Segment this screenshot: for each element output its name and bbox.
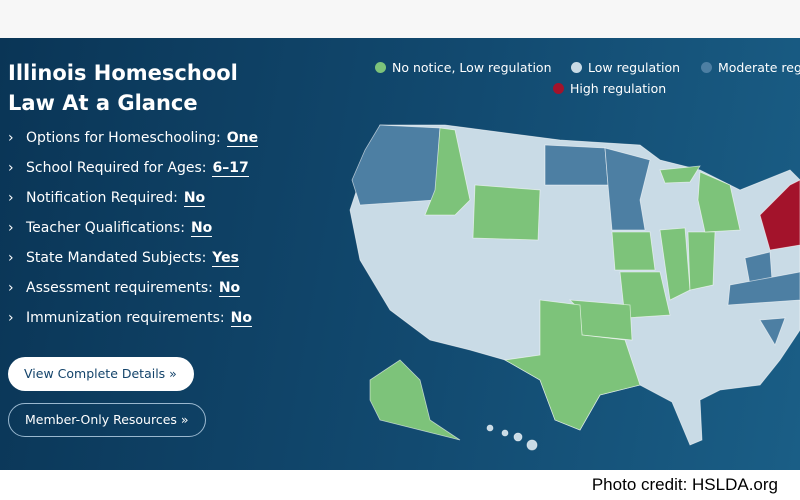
state-high [759, 179, 800, 251]
chevron-icon: › [8, 130, 14, 146]
title-line: Illinois Homeschool [8, 61, 238, 85]
item-label: State Mandated Subjects: [26, 250, 207, 266]
info-item: › State Mandated Subjects: Yes [8, 250, 239, 267]
member-button[interactable]: Member-Only Resources » [8, 403, 206, 437]
state-moderate [727, 271, 800, 306]
item-label: Options for Homeschooling: [26, 130, 221, 146]
item-label: Notification Required: [26, 190, 178, 206]
state-green [697, 171, 741, 233]
info-item: › Notification Required: No [8, 190, 206, 207]
info-item: › Options for Homeschooling: One [8, 130, 259, 147]
item-label: School Required for Ages: [26, 160, 207, 176]
item-value: 6–17 [212, 160, 249, 177]
legend-swatch [553, 83, 564, 94]
item-value: Yes [212, 250, 239, 267]
title-line: Law At a Glance [8, 91, 198, 115]
item-value: No [183, 190, 206, 207]
alaska [369, 359, 461, 441]
top-bar [0, 0, 800, 38]
hawaii [486, 424, 494, 432]
chevron-icon: › [8, 310, 14, 326]
item-value: No [230, 310, 252, 327]
item-value: No [218, 280, 241, 297]
state-moderate [351, 124, 441, 206]
info-item: › Teacher Qualifications: No [8, 220, 213, 237]
info-item: › Immunization requirements: No [8, 310, 252, 327]
state-green [611, 231, 656, 271]
hawaii [501, 429, 509, 437]
item-label: Immunization requirements: [26, 310, 225, 326]
legend-label: High regulation [570, 81, 667, 96]
chevron-icon: › [8, 250, 14, 266]
legend-label: Low regulation [588, 60, 681, 75]
legend-swatch [375, 62, 386, 73]
legend-item: High regulation [553, 81, 666, 96]
legend-label: No notice, Low regulation [392, 60, 552, 75]
legend-item: No notice, Low regulation [375, 60, 552, 75]
legend-item: Moderate regulation [701, 60, 800, 75]
info-item: › Assessment requirements: No [8, 280, 241, 297]
state-green [687, 231, 716, 291]
state-green [424, 127, 471, 216]
legend-swatch [571, 62, 582, 73]
chevron-icon: › [8, 220, 14, 236]
legend-item: Low regulation [571, 60, 680, 75]
hawaii [513, 432, 523, 442]
hawaii [526, 439, 538, 451]
item-label: Teacher Qualifications: [26, 220, 185, 236]
item-value: No [190, 220, 213, 237]
state-green [659, 165, 701, 184]
info-item: › School Required for Ages: 6–17 [8, 160, 249, 177]
item-value: One [226, 130, 259, 147]
chevron-icon: › [8, 190, 14, 206]
legend-swatch [701, 62, 712, 73]
state-moderate [604, 147, 651, 231]
panel: Illinois Homeschool Law At a Glance › Opt… [0, 38, 800, 470]
legend-label: Moderate regulation [718, 60, 800, 75]
details-button[interactable]: View Complete Details » [8, 357, 194, 391]
state-green [472, 184, 541, 241]
panel-title: Illinois Homeschool Law At a Glance [8, 58, 238, 118]
state-green [619, 271, 671, 319]
chevron-icon: › [8, 280, 14, 296]
chevron-icon: › [8, 160, 14, 176]
state-moderate [759, 317, 786, 346]
item-label: Assessment requirements: [26, 280, 213, 296]
us-map [349, 124, 800, 451]
photo-credit: Photo credit: HSLDA.org [591, 475, 778, 494]
state-moderate [544, 144, 609, 186]
state-green [503, 299, 641, 431]
